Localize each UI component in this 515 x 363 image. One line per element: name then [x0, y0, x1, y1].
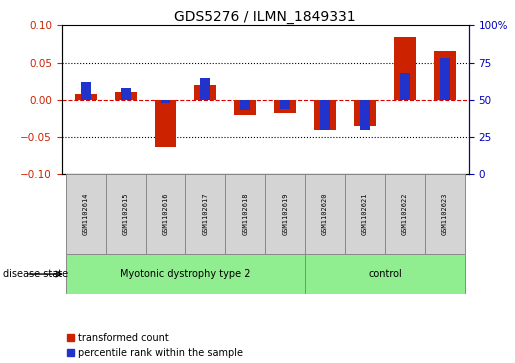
Bar	[360, 100, 370, 130]
Text: GSM1102622: GSM1102622	[402, 193, 408, 236]
Text: GSM1102623: GSM1102623	[442, 193, 448, 236]
Bar	[161, 100, 170, 103]
Bar	[66, 254, 305, 294]
Bar	[200, 77, 211, 100]
Bar	[66, 174, 106, 254]
Bar	[121, 88, 131, 100]
Legend: transformed count, percentile rank within the sample: transformed count, percentile rank withi…	[66, 333, 243, 358]
Bar	[265, 174, 305, 254]
Text: Myotonic dystrophy type 2: Myotonic dystrophy type 2	[120, 269, 251, 279]
Bar	[314, 100, 336, 130]
Text: GSM1102615: GSM1102615	[123, 193, 129, 236]
Bar	[394, 37, 416, 100]
Bar	[345, 174, 385, 254]
Bar	[75, 94, 97, 100]
Bar	[106, 174, 146, 254]
Bar	[400, 73, 410, 100]
Text: GSM1102616: GSM1102616	[163, 193, 168, 236]
Bar	[185, 174, 226, 254]
Text: GSM1102619: GSM1102619	[282, 193, 288, 236]
Bar	[154, 100, 177, 147]
Text: GSM1102617: GSM1102617	[202, 193, 209, 236]
Bar	[195, 85, 216, 100]
Text: control: control	[368, 269, 402, 279]
Text: GSM1102618: GSM1102618	[242, 193, 248, 236]
Text: GSM1102614: GSM1102614	[83, 193, 89, 236]
Bar	[234, 100, 256, 115]
Bar	[146, 174, 185, 254]
Bar	[305, 174, 345, 254]
Text: disease state: disease state	[3, 269, 67, 279]
Bar	[241, 100, 250, 110]
Bar	[385, 174, 425, 254]
Bar	[320, 100, 330, 130]
Bar	[280, 100, 290, 109]
Bar	[274, 100, 296, 113]
Text: GSM1102620: GSM1102620	[322, 193, 328, 236]
Bar	[115, 92, 136, 100]
Bar	[425, 174, 465, 254]
Bar	[226, 174, 265, 254]
Bar	[440, 58, 450, 100]
Bar	[434, 52, 456, 100]
Bar	[354, 100, 376, 126]
Bar	[305, 254, 465, 294]
Text: GSM1102621: GSM1102621	[362, 193, 368, 236]
Bar	[81, 82, 91, 100]
Title: GDS5276 / ILMN_1849331: GDS5276 / ILMN_1849331	[175, 11, 356, 24]
